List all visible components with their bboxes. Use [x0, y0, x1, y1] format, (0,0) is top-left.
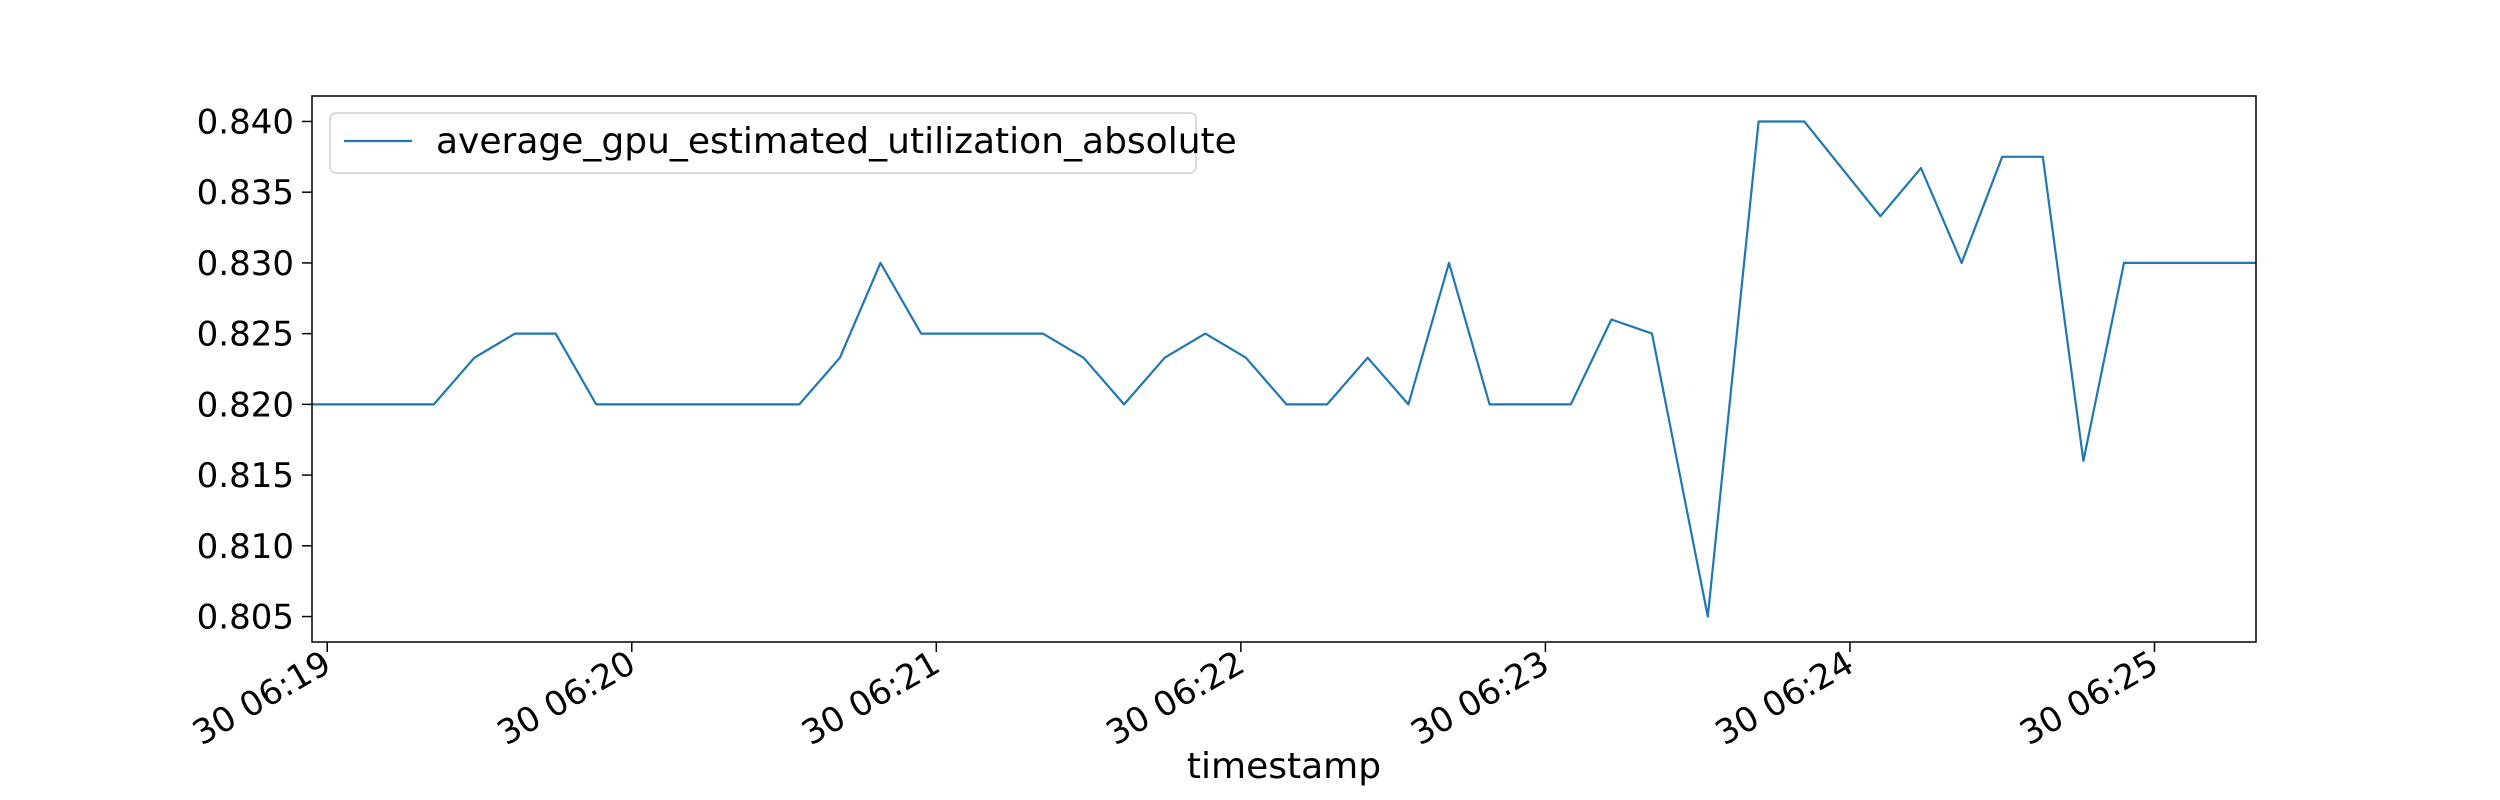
y-tick-label: 0.805: [197, 598, 294, 638]
data-point: [1325, 402, 1329, 406]
data-point: [432, 402, 436, 406]
data-point: [1706, 615, 1710, 619]
data-point: [1285, 402, 1289, 406]
data-point: [757, 402, 761, 406]
series-line: [312, 120, 2256, 618]
x-tick-label: 30 06:21: [795, 643, 947, 754]
data-point: [2000, 155, 2004, 159]
data-point: [351, 402, 355, 406]
legend-label: average_gpu_estimated_utilization_absolu…: [436, 121, 1237, 162]
data-point: [960, 332, 964, 336]
y-tick-label: 0.810: [197, 527, 294, 567]
data-point: [1528, 402, 1532, 406]
data-point: [1757, 120, 1761, 124]
data-point: [1082, 356, 1086, 360]
data-point: [2081, 459, 2085, 463]
y-tick-label: 0.815: [197, 456, 294, 496]
data-point: [1406, 402, 1410, 406]
y-tick-label: 0.830: [197, 244, 294, 284]
data-point: [716, 402, 720, 406]
x-tick-label: 30 06:19: [186, 643, 338, 754]
y-axis: 0.805 0.810 0.815 0.820 0.825 0.830 0.835 0.840: [197, 102, 312, 638]
data-point: [676, 402, 680, 406]
data-point: [2122, 261, 2126, 265]
data-point: [838, 356, 842, 360]
x-axis-label: timestamp: [1187, 746, 1381, 787]
data-point: [1447, 261, 1451, 265]
data-point: [1366, 356, 1370, 360]
x-tick-label: 30 06:20: [491, 643, 643, 754]
data-point: [1041, 332, 1045, 336]
data-point: [635, 402, 639, 406]
data-point: [2041, 155, 2045, 159]
data-point: [879, 261, 883, 265]
data-point: [513, 332, 517, 336]
x-tick-label: 30 06:24: [1709, 643, 1861, 754]
x-tick-label: 30 06:25: [2013, 643, 2165, 754]
data-point: [1569, 402, 1573, 406]
x-axis: 30 06:19 30 06:20 30 06:21 30 06:22 30 06:23…: [186, 642, 2165, 754]
data-point: [554, 332, 558, 336]
y-tick-label: 0.825: [197, 315, 294, 355]
data-point: [2163, 261, 2167, 265]
data-point: [1203, 332, 1207, 336]
data-point: [1000, 332, 1004, 336]
data-point: [1163, 356, 1167, 360]
y-tick-label: 0.840: [197, 102, 294, 142]
data-point: [594, 402, 598, 406]
data-point: [1878, 214, 1882, 218]
y-tick-label: 0.835: [197, 173, 294, 213]
plot-frame: [311, 95, 2257, 643]
data-point: [1244, 356, 1248, 360]
legend: average_gpu_estimated_utilization_absolu…: [329, 112, 1237, 174]
data-point: [797, 402, 801, 406]
data-point: [1488, 402, 1492, 406]
data-point: [919, 332, 923, 336]
data-point: [1919, 166, 1923, 170]
data-point: [1960, 261, 1964, 265]
data-point: [1122, 402, 1126, 406]
data-point: [472, 356, 476, 360]
data-point: [391, 402, 395, 406]
data-point: [1802, 120, 1806, 124]
plot-area: [312, 96, 2256, 642]
x-tick-label: 30 06:22: [1100, 643, 1252, 754]
legend-box: [329, 112, 1197, 174]
data-point: [1650, 332, 1654, 336]
data-point: [1609, 318, 1613, 322]
x-tick-label: 30 06:23: [1404, 643, 1556, 754]
y-tick-label: 0.820: [197, 385, 294, 425]
